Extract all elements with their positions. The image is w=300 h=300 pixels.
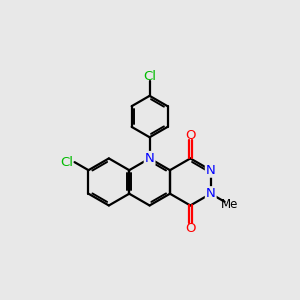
Text: Cl: Cl [143, 70, 156, 83]
Text: Cl: Cl [60, 156, 73, 169]
Text: O: O [185, 222, 196, 235]
Text: N: N [206, 164, 216, 177]
Text: N: N [145, 152, 154, 165]
Text: N: N [206, 187, 216, 200]
Text: O: O [185, 129, 196, 142]
Text: Me: Me [221, 198, 238, 211]
